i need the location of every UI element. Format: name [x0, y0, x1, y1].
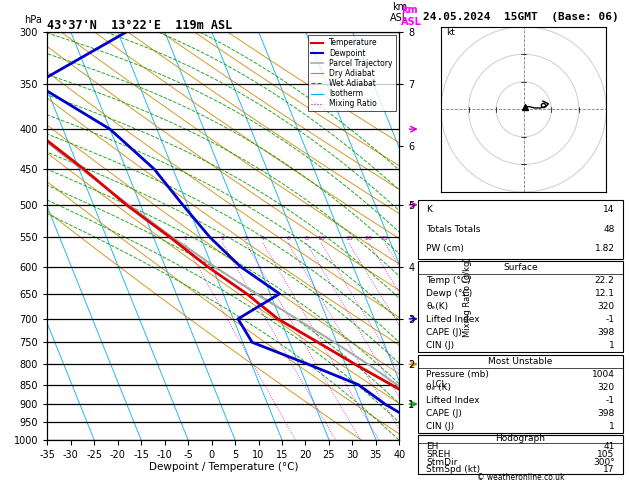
Text: 1: 1 — [183, 236, 187, 241]
Text: 1.82: 1.82 — [594, 244, 615, 253]
Text: 398: 398 — [598, 328, 615, 337]
Text: 17: 17 — [603, 466, 615, 474]
Text: Temp (°C): Temp (°C) — [426, 276, 471, 285]
Text: StmSpd (kt): StmSpd (kt) — [426, 466, 481, 474]
Text: K: K — [426, 206, 432, 214]
Text: StmDir: StmDir — [426, 458, 458, 467]
Text: 22.2: 22.2 — [595, 276, 615, 285]
Text: 8: 8 — [304, 236, 309, 241]
Text: CAPE (J): CAPE (J) — [426, 328, 462, 337]
Text: SREH: SREH — [426, 450, 451, 459]
Text: PW (cm): PW (cm) — [426, 244, 464, 253]
Text: θₑ(K): θₑ(K) — [426, 302, 448, 311]
Text: 1: 1 — [609, 421, 615, 431]
Text: CIN (J): CIN (J) — [426, 341, 455, 350]
Text: 320: 320 — [598, 382, 615, 392]
Text: Hodograph: Hodograph — [496, 434, 545, 443]
Text: Lifted Index: Lifted Index — [426, 396, 480, 405]
Legend: Temperature, Dewpoint, Parcel Trajectory, Dry Adiabat, Wet Adiabat, Isotherm, Mi: Temperature, Dewpoint, Parcel Trajectory… — [308, 35, 396, 111]
Text: EH: EH — [426, 442, 439, 451]
Text: LCL: LCL — [431, 380, 446, 389]
Text: 398: 398 — [598, 409, 615, 417]
Text: km
ASL: km ASL — [390, 2, 409, 23]
Text: kt: kt — [447, 28, 455, 37]
Text: Mixing Ratio (g/kg): Mixing Ratio (g/kg) — [463, 257, 472, 337]
X-axis label: Dewpoint / Temperature (°C): Dewpoint / Temperature (°C) — [148, 462, 298, 472]
Text: Pressure (mb): Pressure (mb) — [426, 370, 489, 379]
Text: 1004: 1004 — [592, 370, 615, 379]
Text: 12.1: 12.1 — [594, 289, 615, 298]
Text: 300°: 300° — [593, 458, 615, 467]
Text: 3: 3 — [244, 236, 248, 241]
Text: Surface: Surface — [503, 263, 538, 272]
Text: -1: -1 — [606, 396, 615, 405]
Text: 14: 14 — [603, 206, 615, 214]
Text: CAPE (J): CAPE (J) — [426, 409, 462, 417]
Text: 1: 1 — [609, 341, 615, 350]
Text: 4: 4 — [261, 236, 265, 241]
Text: 24.05.2024  15GMT  (Base: 06): 24.05.2024 15GMT (Base: 06) — [423, 12, 618, 22]
Text: Lifted Index: Lifted Index — [426, 315, 480, 324]
Text: -1: -1 — [606, 315, 615, 324]
Text: 2: 2 — [221, 236, 225, 241]
Text: Most Unstable: Most Unstable — [488, 357, 553, 366]
Text: Totals Totals: Totals Totals — [426, 225, 481, 234]
Text: 10: 10 — [318, 236, 325, 241]
Text: 48: 48 — [603, 225, 615, 234]
Text: km
ASL: km ASL — [401, 5, 421, 27]
Text: © weatheronline.co.uk: © weatheronline.co.uk — [477, 473, 564, 482]
Text: 20: 20 — [365, 236, 373, 241]
Text: 320: 320 — [598, 302, 615, 311]
Text: 25: 25 — [381, 236, 389, 241]
Text: CIN (J): CIN (J) — [426, 421, 455, 431]
Text: Dewp (°C): Dewp (°C) — [426, 289, 473, 298]
Text: 15: 15 — [345, 236, 353, 241]
Text: 105: 105 — [598, 450, 615, 459]
Text: 43°37'N  13°22'E  119m ASL: 43°37'N 13°22'E 119m ASL — [47, 18, 233, 32]
Text: 6: 6 — [286, 236, 290, 241]
Text: θₑ (K): θₑ (K) — [426, 382, 452, 392]
Text: hPa: hPa — [25, 16, 42, 25]
Text: 41: 41 — [603, 442, 615, 451]
